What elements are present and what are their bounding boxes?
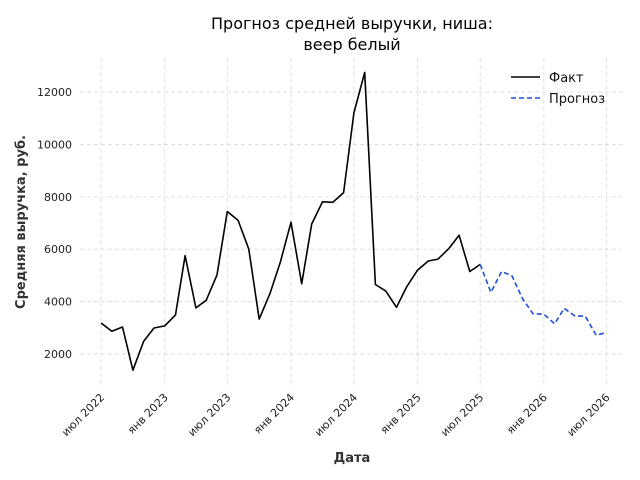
series-line-fact — [100, 71, 481, 372]
axis-ticks: 2000 4000 6000 8000 10000 12000 июл 2022 янв 20… — [37, 86, 613, 439]
x-tick-label: янв 2024 — [251, 391, 297, 437]
x-tick-label: июл 2026 — [565, 391, 613, 439]
y-tick-label: 10000 — [37, 138, 72, 151]
series-line-forecast — [479, 264, 607, 336]
chart-title-line-2: веер белый — [303, 35, 400, 54]
chart-title-line-1: Прогноз средней выручки, ниша: — [211, 14, 493, 33]
x-tick-label: янв 2023 — [125, 391, 171, 437]
y-tick-label: 4000 — [44, 296, 72, 309]
x-tick-label: июл 2025 — [438, 391, 486, 439]
x-tick-label: июл 2024 — [312, 391, 360, 439]
legend-label-forecast: Прогноз — [549, 92, 605, 107]
grid — [80, 58, 622, 388]
x-tick-label: янв 2025 — [378, 391, 424, 437]
x-tick-label: июл 2022 — [59, 391, 107, 439]
x-tick-label: июл 2023 — [185, 391, 233, 439]
y-axis-label: Средняя выручка, руб. — [14, 135, 29, 309]
y-tick-label: 12000 — [37, 86, 72, 99]
series-layer — [100, 71, 607, 372]
legend: Факт Прогноз — [511, 71, 605, 107]
legend-label-fact: Факт — [549, 71, 584, 86]
x-tick-label: янв 2026 — [504, 391, 550, 437]
y-tick-label: 2000 — [44, 348, 72, 361]
y-tick-label: 6000 — [44, 243, 72, 256]
y-tick-label: 8000 — [44, 191, 72, 204]
x-axis-label: Дата — [334, 451, 371, 466]
